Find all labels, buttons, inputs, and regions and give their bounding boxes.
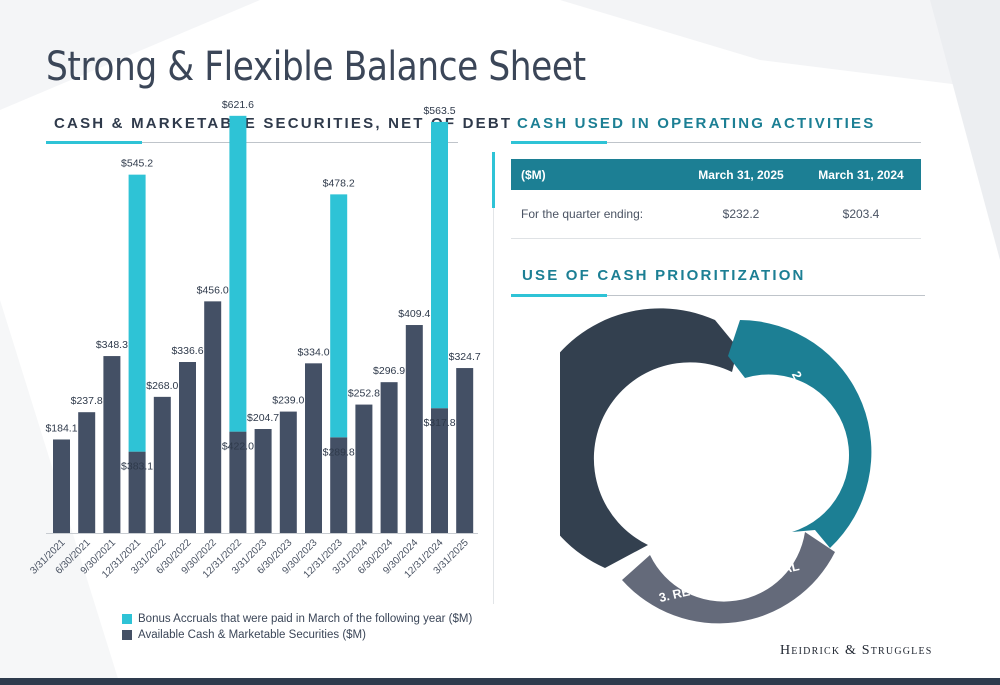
bar-bonus — [128, 174, 146, 452]
cash-bar-chart: $184.13/31/2021$237.86/30/2021$348.39/30… — [28, 99, 481, 581]
use-of-cash-rule — [511, 294, 925, 297]
data-label-available: $348.3 — [96, 339, 128, 351]
table-header-row: ($M) March 31, 2025 March 31, 2024 — [511, 159, 921, 190]
bar-available — [103, 356, 121, 533]
bar-available — [229, 431, 247, 533]
legend-swatch-bonus — [122, 614, 132, 624]
bar-available — [254, 429, 272, 533]
data-label-available: $336.6 — [171, 345, 203, 357]
brand-logo: Heidrick & Struggles — [780, 643, 933, 658]
table-row: For the quarter ending: $232.2 $203.4 — [511, 190, 921, 239]
bar-available — [380, 382, 398, 533]
bar-available — [153, 396, 171, 533]
operating-activities-section-title: CASH USED IN OPERATING ACTIVITIES — [517, 115, 876, 132]
bar-available — [204, 301, 222, 533]
table-value-2024: $203.4 — [801, 190, 921, 239]
use-of-cash-cycle-diagram: 1. OPERATIONS 2. ORGANIC & INORGANIC GRO… — [560, 308, 872, 624]
cash-securities-section-title: CASH & MARKETABLE SECURITIES, NET OF DEB… — [54, 115, 513, 132]
table-value-2025: $232.2 — [681, 190, 801, 239]
data-label-available: $239.0 — [272, 395, 304, 407]
cycle-segment-growth — [728, 320, 872, 548]
table-header-2025: March 31, 2025 — [681, 159, 801, 190]
operating-cash-table: ($M) March 31, 2025 March 31, 2024 For t… — [511, 159, 921, 239]
data-label-available: $409.4 — [398, 308, 430, 320]
bar-available — [305, 363, 322, 533]
table-header-2024: March 31, 2024 — [801, 159, 921, 190]
data-label-available: $324.7 — [449, 351, 481, 363]
cycle-label-operations: 1. OPERATIONS — [639, 389, 705, 490]
data-label-bonus: $545.2 — [121, 158, 153, 170]
data-label-available: $268.0 — [146, 380, 178, 392]
bar-available — [405, 325, 423, 533]
bar-available — [456, 368, 474, 533]
legend-label-bonus: Bonus Accruals that were paid in March o… — [138, 613, 473, 625]
bar-available — [355, 404, 373, 533]
bar-available — [179, 362, 196, 533]
bar-available — [279, 411, 297, 533]
data-label-available: $334.0 — [297, 346, 329, 358]
data-label-available: $317.8 — [423, 417, 455, 429]
legend-item-bonus: Bonus Accruals that were paid in March o… — [122, 611, 472, 627]
legend-item-available: Available Cash & Marketable Securities (… — [122, 627, 472, 643]
data-label-available: $296.9 — [373, 365, 405, 377]
data-label-available: $184.1 — [45, 422, 77, 434]
chart-legend: Bonus Accruals that were paid in March o… — [122, 611, 472, 643]
use-of-cash-section-title: USE OF CASH PRIORITIZATION — [522, 267, 806, 284]
data-label-bonus: $478.2 — [323, 177, 355, 189]
bar-available — [78, 412, 96, 533]
right-section-rule — [511, 141, 921, 144]
page-title: Strong & Flexible Balance Sheet — [46, 44, 586, 90]
bar-bonus — [229, 115, 247, 432]
data-label-available: $237.8 — [71, 395, 103, 407]
legend-label-available: Available Cash & Marketable Securities (… — [138, 629, 366, 641]
bar-bonus — [431, 121, 448, 409]
data-label-available: $204.7 — [247, 412, 279, 424]
table-row-label: For the quarter ending: — [511, 190, 681, 239]
bar-available — [431, 408, 448, 533]
column-divider — [492, 152, 495, 604]
data-label-available: $383.1 — [121, 461, 153, 473]
cycle-segment-operations — [560, 308, 738, 568]
table-header-unit: ($M) — [511, 159, 681, 190]
data-label-available: $289.8 — [323, 446, 355, 458]
data-label-available: $456.0 — [197, 284, 229, 296]
data-label-bonus: $621.6 — [222, 99, 254, 111]
data-label-available: $422.0 — [222, 441, 254, 453]
bar-bonus — [330, 194, 348, 438]
bar-available — [330, 437, 348, 533]
data-label-bonus: $563.5 — [423, 105, 455, 117]
footer-bar — [0, 678, 1000, 685]
cycle-segment-return — [622, 532, 835, 624]
bar-available — [53, 439, 70, 533]
left-section-rule — [46, 141, 458, 144]
data-label-available: $252.8 — [348, 388, 380, 400]
legend-swatch-available — [122, 630, 132, 640]
bar-available — [128, 451, 146, 533]
